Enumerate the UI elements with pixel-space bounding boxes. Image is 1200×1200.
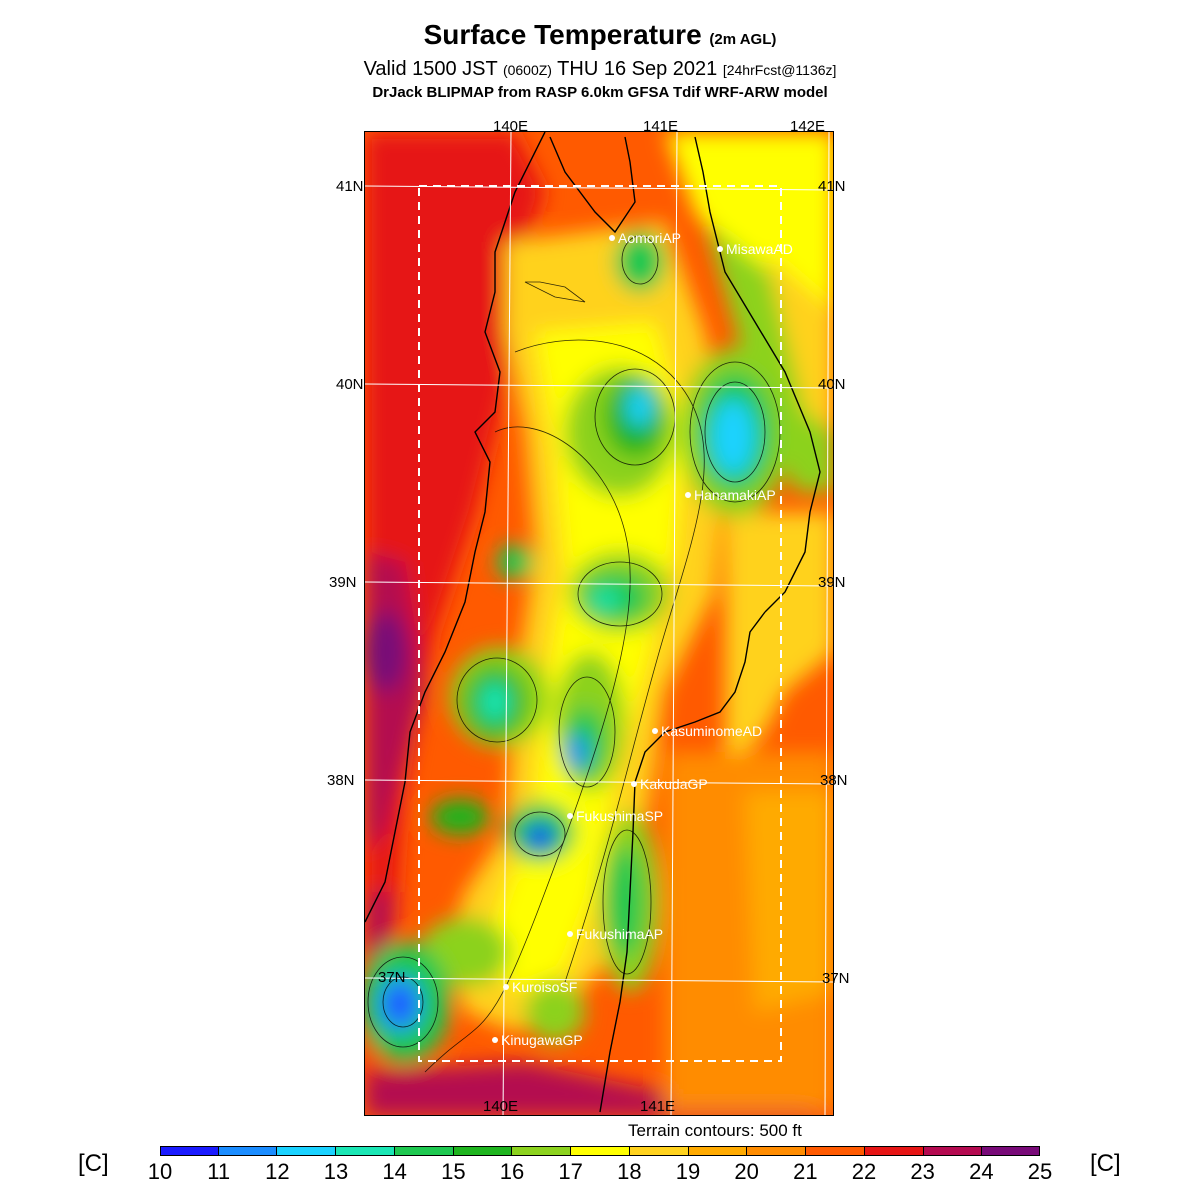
valid-prefix: Valid 1500 JST [363,58,498,80]
colorbar-tick-label: 21 [793,1159,818,1184]
map-canvas [365,132,833,1115]
colorbar-tick-label: 16 [499,1159,525,1184]
lon-label-top-140e: 140E [493,118,529,135]
colorbar-tick-label: 23 [910,1159,935,1184]
colorbar-swatch [336,1146,395,1156]
lat-label-left-37n: 37N [378,969,406,986]
forecast-info: [24hrFcst@1136z] [722,62,837,78]
colorbar-tick-label: 24 [969,1159,994,1184]
colorbar-tick-label: 11 [207,1159,231,1184]
station-kasuminome-ad: KasuminomeAD [652,723,762,739]
station-kuroiso-sf: KuroisoSF [503,979,577,995]
colorbar-swatch [160,1146,219,1156]
station-kakuda-gp: KakudaGP [631,776,708,792]
station-marker-icon [567,813,573,819]
station-label: KasuminomeAD [661,723,763,739]
colorbar-tick-label: 15 [441,1159,466,1184]
colorbar-swatch [453,1146,513,1156]
station-hanamaki-ap: HanamakiAP [685,487,776,503]
station-label: KuroisoSF [512,979,578,995]
lon-label-top-142e: 142E [790,118,826,135]
colorbar-swatch [806,1146,865,1156]
colorbar-swatch [512,1146,572,1156]
station-marker-icon [567,931,573,937]
lat-label-left-38n: 38N [327,772,355,789]
lon-label-top-141e: 141E [643,118,679,135]
map-title: Surface Temperature (2m AGL) [0,18,1200,57]
valid-zulu: (0600Z) [502,62,552,78]
station-fukushima-sp: FukushimaSP [567,808,663,824]
colorbar-swatch [982,1146,1041,1156]
station-kinugawa-gp: KinugawaGP [492,1032,583,1048]
colorbar-swatch [864,1146,924,1156]
colorbar-swatch [394,1146,454,1156]
colorbar-tick-label: 10 [147,1159,173,1184]
colorbar-swatch [688,1146,748,1156]
station-marker-icon [652,728,658,734]
lat-label-right-37n: 37N [822,970,850,987]
terrain-contour-note: Terrain contours: 500 ft [628,1121,802,1140]
colorbar-tick-label: 14 [382,1159,407,1184]
station-fukushima-ap: FukushimaAP [567,926,663,942]
lat-label-right-38n: 38N [820,772,848,789]
colorbar-tick-label: 19 [675,1159,701,1184]
colorbar-frame [160,1146,1040,1156]
lat-label-right-41n: 41N [818,178,846,195]
inner-domain-box [418,185,782,1062]
colorbar-swatch [571,1146,630,1156]
lat-label-left-41n: 41N [336,178,364,195]
station-marker-icon [609,235,615,241]
station-marker-icon [492,1037,498,1043]
station-marker-icon [685,492,691,498]
station-label: MisawaAD [726,241,793,257]
temperature-field [365,132,833,1115]
colorbar-unit-left: [C] [78,1150,109,1177]
colorbar-tick-label: 18 [617,1159,642,1184]
station-marker-icon [503,984,509,990]
colorbar-tick-label: 13 [323,1159,349,1184]
title-main: Surface Temperature [423,19,702,50]
colorbar-unit-right: [C] [1090,1150,1121,1177]
lat-label-left-40n: 40N [336,376,364,393]
station-marker-icon [717,246,723,252]
lat-lon-grid [365,132,833,1115]
station-aomori-ap: AomoriAP [609,230,681,246]
valid-date: THU 16 Sep 2021 [557,58,718,80]
lat-label-right-40n: 40N [818,376,846,393]
colorbar-tick-label: 25 [1027,1159,1053,1184]
lon-label-bottom-141e: 141E [640,1098,676,1115]
colorbar [160,1146,1041,1156]
colorbar-swatch [923,1146,983,1156]
colorbar-tick-label: 12 [265,1159,290,1184]
coastline [365,132,821,1113]
station-label: HanamakiAP [694,487,776,503]
colorbar-swatch [747,1146,807,1156]
station-label: FukushimaSP [576,808,664,824]
station-misawa-ad: MisawaAD [717,241,793,257]
station-label: KinugawaGP [501,1032,583,1048]
lat-label-right-39n: 39N [818,574,846,591]
title-note: (2m AGL) [709,31,777,48]
colorbar-tick-label: 20 [734,1159,759,1184]
temperature-map [364,131,834,1116]
colorbar-tick-label: 17 [558,1159,583,1184]
map-title-block: Surface Temperature (2m AGL) Valid 1500 … [0,18,1200,104]
station-label: AomoriAP [618,230,682,246]
colorbar-swatch [629,1146,689,1156]
lat-label-left-39n: 39N [329,574,357,591]
model-description: DrJack BLIPMAP from RASP 6.0km GFSA Tdif… [372,84,828,101]
lon-label-bottom-140e: 140E [483,1098,519,1115]
station-marker-icon [631,781,637,787]
station-label: FukushimaAP [576,926,664,942]
valid-time: Valid 1500 JST (0600Z) THU 16 Sep 2021 [… [0,57,1200,82]
colorbar-swatch [277,1146,337,1156]
colorbar-tick-label: 22 [851,1159,877,1184]
station-label: KakudaGP [640,776,708,792]
colorbar-swatch [218,1146,278,1156]
